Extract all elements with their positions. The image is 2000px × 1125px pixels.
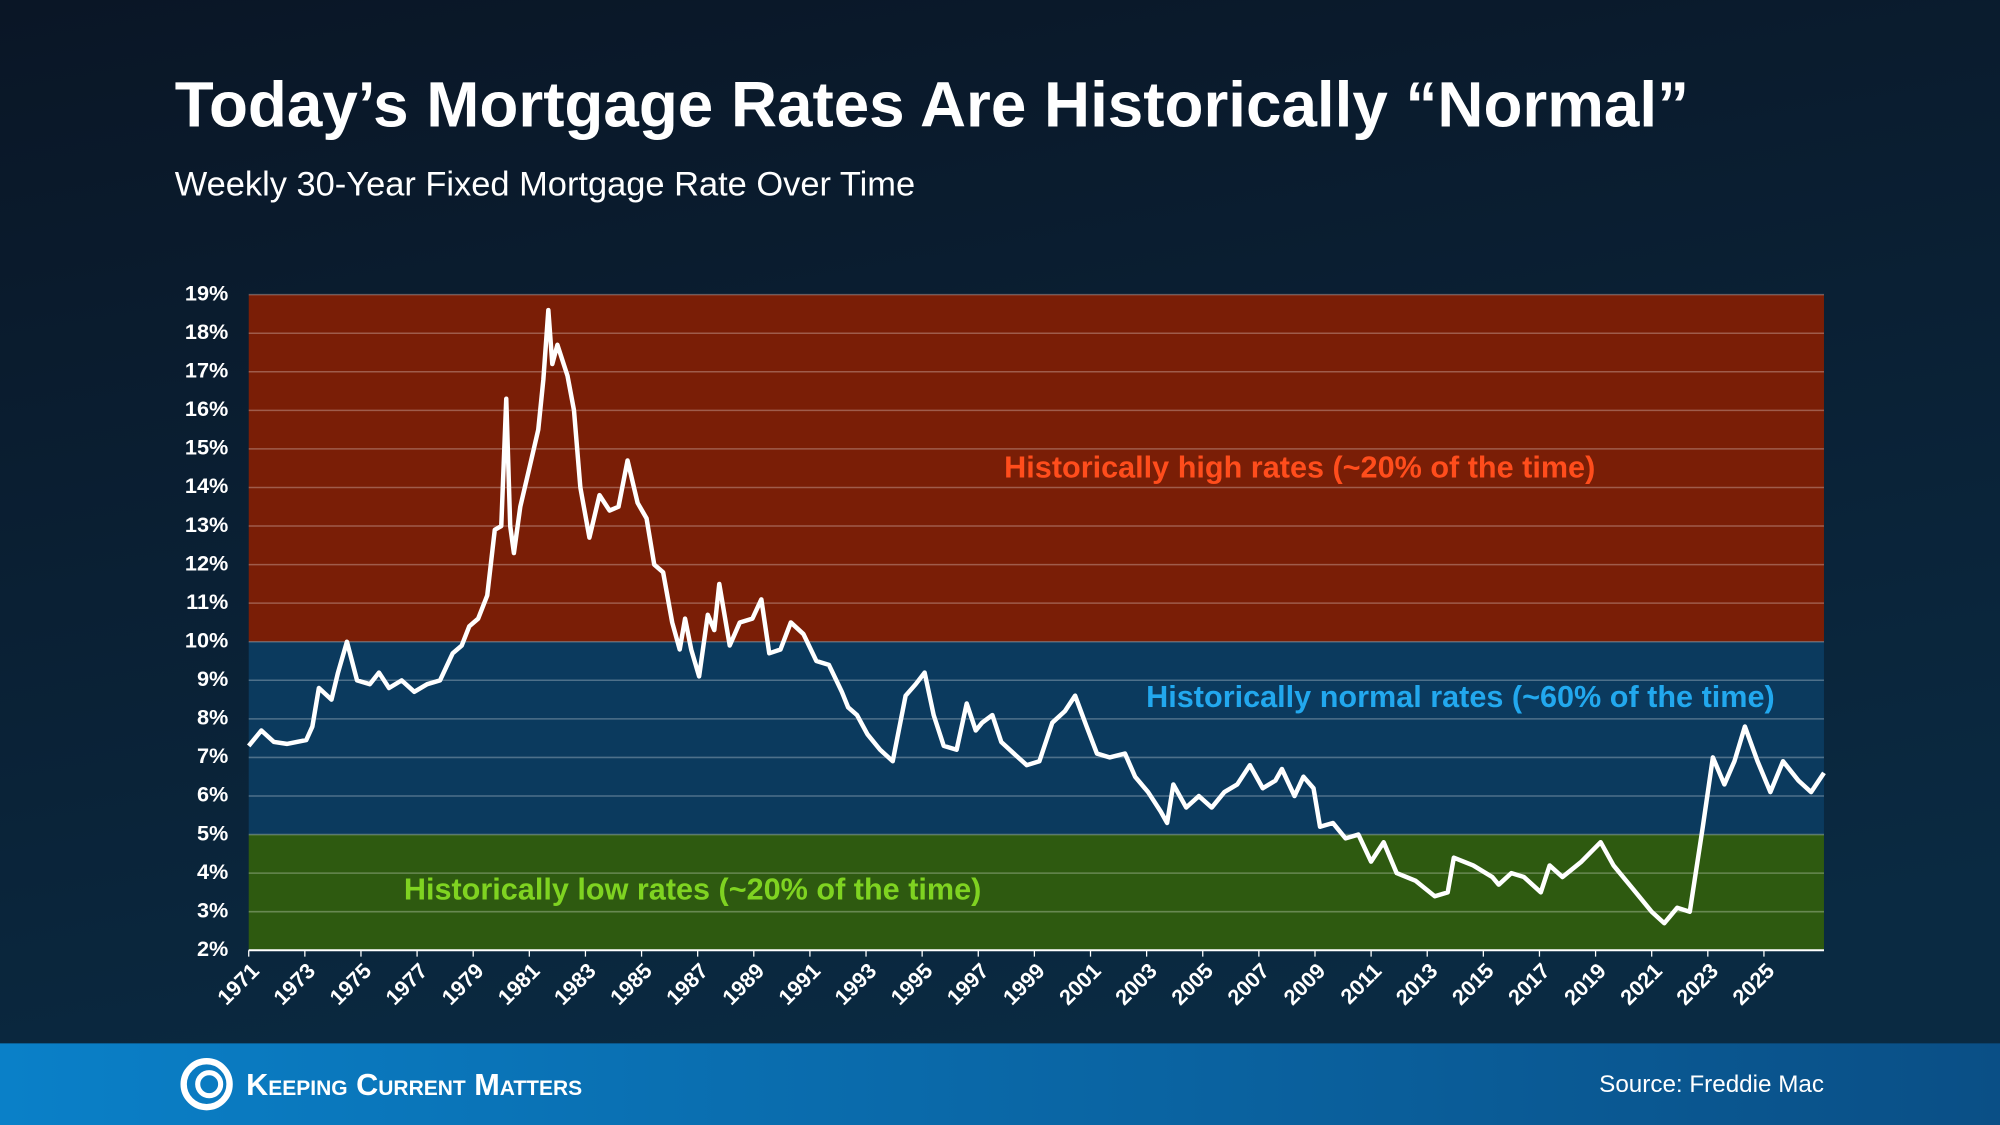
y-tick-label: 11% [186, 589, 228, 614]
y-tick-label: 14% [185, 473, 228, 498]
logo-inner [195, 1070, 224, 1099]
chart-title: Today’s Mortgage Rates Are Historically … [175, 69, 1689, 141]
y-tick-label: 9% [197, 666, 228, 691]
band-label: Historically normal rates (~60% of the t… [1146, 680, 1775, 714]
band-label: Historically low rates (~20% of the time… [404, 873, 982, 907]
band-label: Historically high rates (~20% of the tim… [1004, 450, 1595, 484]
y-tick-label: 4% [197, 859, 228, 884]
y-tick-label: 17% [185, 358, 228, 383]
y-tick-label: 8% [197, 705, 228, 730]
band [248, 834, 1824, 951]
plot-area: 2% 3% 4% 5% 6% 7% 8% 9% 10% 11% 12% 13% 14% 15% 16% 17%… [185, 280, 1826, 1010]
rate-line [246, 307, 1826, 926]
y-tick-label: 7% [197, 743, 228, 768]
brand-name: Keeping Current Matters [246, 1068, 582, 1102]
logo-ring [180, 1058, 233, 1111]
footer-bar [0, 1043, 2000, 1125]
y-tick-label: 10% [185, 627, 228, 652]
source: Source: Freddie Mac [1599, 1071, 1824, 1098]
band [248, 294, 1824, 642]
y-tick-label: 19% [185, 280, 228, 305]
band [248, 641, 1824, 835]
y-tick-label: 6% [197, 782, 228, 807]
chart-subtitle: Weekly 30-Year Fixed Mortgage Rate Over … [175, 165, 915, 203]
y-tick-label: 15% [185, 435, 228, 460]
y-tick-label: 18% [185, 319, 228, 344]
brand-logo [180, 1058, 233, 1111]
y-tick-label: 16% [185, 396, 228, 421]
y-tick-label: 13% [185, 512, 228, 537]
y-tick-label: 2% [197, 936, 228, 961]
y-tick-label: 5% [197, 820, 228, 845]
y-tick-label: 12% [185, 550, 228, 575]
y-tick-label: 3% [197, 897, 228, 922]
